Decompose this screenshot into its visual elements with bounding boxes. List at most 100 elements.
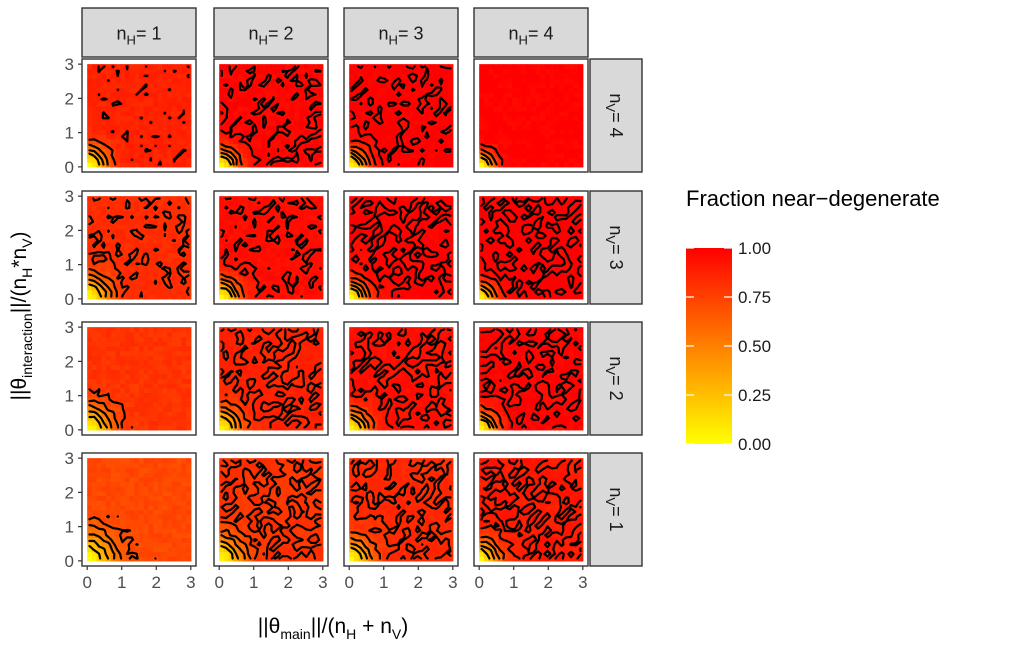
heatmap-cell: [110, 289, 117, 295]
heatmap-cell: [516, 143, 523, 149]
heatmap-cell: [285, 157, 291, 163]
heatmap-cell: [382, 124, 388, 131]
heatmap-cell: [386, 214, 393, 221]
heatmap-cell: [443, 129, 449, 135]
heatmap-cell: [493, 68, 499, 75]
heatmap-cell: [545, 205, 551, 211]
heatmap-cell: [110, 152, 117, 159]
heatmap-cell: [559, 143, 565, 149]
heatmap-cell: [106, 233, 112, 239]
heatmap-cell: [405, 228, 412, 235]
heatmap-cell: [96, 261, 102, 267]
heatmap-cell: [429, 270, 435, 277]
heatmap-cell: [526, 152, 532, 159]
heatmap-cell: [124, 364, 131, 370]
heatmap-cell: [448, 270, 454, 277]
heatmap-cell: [223, 78, 230, 84]
heatmap-cell: [410, 294, 416, 300]
heatmap-cell: [433, 138, 440, 145]
panel-border: [81, 321, 197, 436]
heatmap-cell: [516, 110, 523, 117]
heatmap-cell: [157, 270, 164, 277]
heatmap-cell: [568, 289, 574, 295]
heatmap-cell: [299, 345, 305, 352]
heatmap-cell: [391, 73, 397, 79]
heatmap-cell: [568, 148, 574, 154]
heatmap-cell: [516, 106, 523, 112]
heatmap-cell: [549, 152, 556, 159]
heatmap-cell: [448, 252, 454, 258]
heatmap-cell: [139, 196, 145, 202]
heatmap-cell: [285, 238, 291, 244]
heatmap-cell: [238, 233, 244, 239]
heatmap-cell: [313, 284, 319, 291]
heatmap-cell: [419, 134, 426, 140]
heatmap-cell: [382, 280, 388, 286]
heatmap-cell: [120, 242, 126, 249]
heatmap-cell: [318, 124, 324, 131]
heatmap-cell: [289, 224, 296, 230]
heatmap-cell: [386, 196, 393, 202]
heatmap-cell: [358, 148, 364, 154]
heatmap-cell: [353, 129, 360, 135]
heatmap-cell: [280, 364, 286, 370]
heatmap-cell: [115, 397, 121, 403]
heatmap-cell: [143, 331, 150, 338]
heatmap-cell: [162, 92, 168, 98]
heatmap-cell: [358, 120, 364, 126]
heatmap-cell: [299, 238, 305, 244]
heatmap-cell: [238, 68, 244, 75]
heatmap-cell: [368, 78, 374, 84]
heatmap-cell: [134, 401, 140, 408]
heatmap-cell: [303, 205, 310, 211]
heatmap-cell: [247, 106, 253, 112]
panel-nH2-nV2: [213, 321, 329, 436]
heatmap-cell: [162, 420, 168, 426]
heatmap-cell: [110, 327, 117, 333]
heatmap-cell: [410, 200, 416, 207]
heatmap-cell: [521, 73, 527, 79]
heatmap-cell: [139, 327, 145, 333]
heatmap-cell: [242, 124, 249, 131]
heatmap-cell: [438, 143, 444, 149]
heatmap-cell: [299, 115, 305, 121]
heatmap-cell: [396, 106, 402, 112]
heatmap-cell: [289, 331, 296, 338]
heatmap-cell: [318, 157, 324, 163]
heatmap-cell: [171, 134, 178, 140]
heatmap-cell: [377, 242, 383, 249]
heatmap-cell: [87, 383, 93, 389]
heatmap-cell: [242, 420, 249, 426]
heatmap-cell: [488, 129, 494, 135]
heatmap-cell: [261, 256, 267, 263]
heatmap-cell: [124, 78, 131, 84]
heatmap-cell: [568, 294, 574, 300]
heatmap-cell: [91, 266, 98, 272]
heatmap-cell: [512, 106, 518, 112]
heatmap-cell: [167, 205, 173, 211]
heatmap-cell: [386, 87, 393, 93]
heatmap-cell: [507, 152, 513, 159]
heatmap-cell: [219, 275, 225, 281]
heatmap-cell: [129, 148, 135, 154]
heatmap-cell: [433, 238, 440, 244]
heatmap-cell: [143, 359, 150, 366]
heatmap-cell: [143, 247, 150, 253]
heatmap-cell: [424, 266, 430, 272]
heatmap-cell: [391, 129, 397, 135]
heatmap-cell: [540, 148, 546, 154]
heatmap-cell: [554, 148, 560, 154]
heatmap-cell: [559, 275, 565, 281]
heatmap-cell: [377, 275, 383, 281]
heatmap-cell: [256, 148, 263, 154]
heatmap-cell: [549, 73, 556, 79]
heatmap-cell: [554, 261, 560, 267]
heatmap-cell: [124, 420, 131, 426]
heatmap-cell: [148, 280, 154, 286]
heatmap-cell: [106, 64, 112, 70]
contour-lines: [220, 197, 322, 298]
heatmap-cell: [167, 364, 173, 370]
heatmap-cell: [266, 420, 272, 426]
heatmap-cell: [148, 341, 154, 347]
heatmap-cell: [521, 82, 527, 89]
